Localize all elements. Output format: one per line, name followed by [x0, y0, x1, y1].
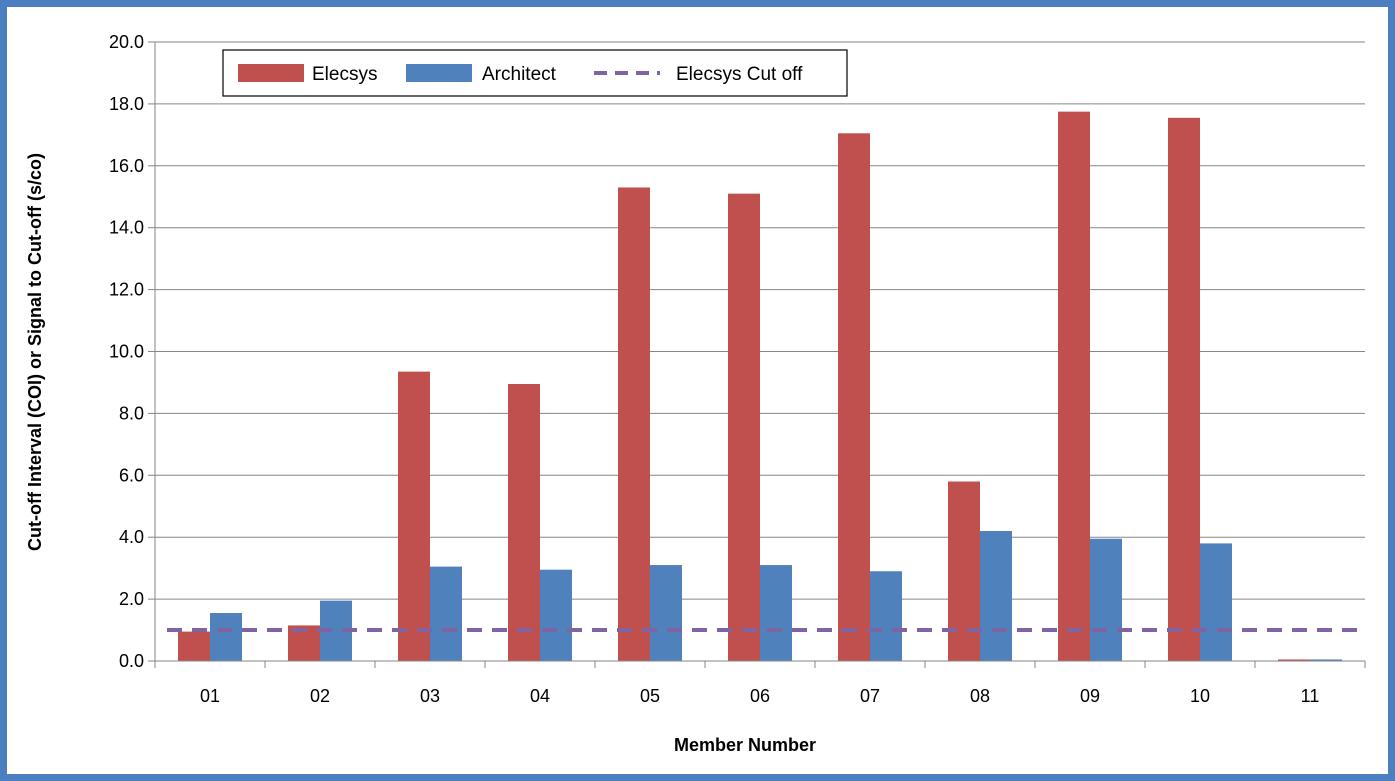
x-tick-label-04: 04	[530, 686, 550, 706]
legend-box	[222, 49, 848, 97]
bar-architect-01	[210, 613, 242, 661]
y-tick-label-6: 12.0	[109, 280, 144, 300]
bar-architect-04	[540, 569, 572, 661]
legend-swatch-elecsys	[238, 64, 304, 82]
y-tick-label-10: 20.0	[109, 32, 144, 52]
y-axis-title: Cut-off Interval (COI) or Signal to Cut-…	[25, 153, 45, 551]
x-tick-label-02: 02	[310, 686, 330, 706]
x-tick-label-11: 11	[1301, 686, 1320, 706]
x-tick-label-07: 07	[860, 686, 880, 706]
bar-architect-06	[760, 565, 792, 661]
x-tick-label-01: 01	[200, 686, 220, 706]
x-tick-label-10: 10	[1190, 686, 1210, 706]
y-tick-label-7: 14.0	[109, 218, 144, 238]
bar-elecsys-10	[1168, 117, 1200, 661]
legend-label-architect: Architect	[482, 64, 557, 85]
y-tick-label-5: 10.0	[109, 342, 144, 362]
y-tick-label-4: 8.0	[119, 403, 144, 423]
bar-elecsys-03	[398, 371, 430, 661]
y-tick-label-2: 4.0	[119, 527, 144, 547]
bar-elecsys-08	[948, 481, 980, 661]
bar-elecsys-11	[1278, 659, 1310, 661]
bar-elecsys-04	[508, 383, 540, 661]
axes: 0.0 2.0 4.0 6.0 8.0 10.0 12.0 14.0 16.0 18.0 20.0 0…	[109, 32, 1366, 706]
gridlines	[155, 41, 1365, 600]
bar-architect-07	[870, 571, 902, 661]
x-tick-label-05: 05	[640, 686, 660, 706]
bar-architect-08	[980, 531, 1012, 661]
y-tick-label-3: 6.0	[119, 465, 144, 485]
bar-elecsys-09	[1058, 111, 1090, 661]
y-tick-label-0: 0.0	[119, 651, 144, 671]
x-tick-label-09: 09	[1080, 686, 1100, 706]
bar-elecsys-07	[838, 133, 870, 662]
legend-label-cutoff: Elecsys Cut off	[676, 64, 803, 85]
legend-swatch-architect	[406, 64, 472, 82]
bar-architect-10	[1200, 543, 1232, 661]
bar-elecsys-06	[728, 193, 760, 661]
bar-architect-05	[650, 565, 682, 661]
y-tick-label-9: 18.0	[109, 94, 144, 114]
x-tick-label-03: 03	[420, 686, 440, 706]
bars	[178, 111, 1342, 662]
x-tick-label-06: 06	[750, 686, 770, 706]
y-tick-label-1: 2.0	[119, 589, 144, 609]
bar-elecsys-05	[618, 187, 650, 661]
bar-architect-09	[1090, 538, 1122, 661]
legend: Elecsys Architect Elecsys Cut off	[222, 49, 848, 97]
legend-label-elecsys: Elecsys	[312, 64, 377, 85]
x-tick-label-08: 08	[970, 686, 990, 706]
bar-elecsys-01	[178, 631, 210, 661]
bar-architect-03	[430, 566, 462, 661]
y-tick-label-8: 16.0	[109, 156, 144, 176]
x-axis-title: Member Number	[674, 735, 816, 755]
bar-architect-11	[1310, 659, 1342, 661]
